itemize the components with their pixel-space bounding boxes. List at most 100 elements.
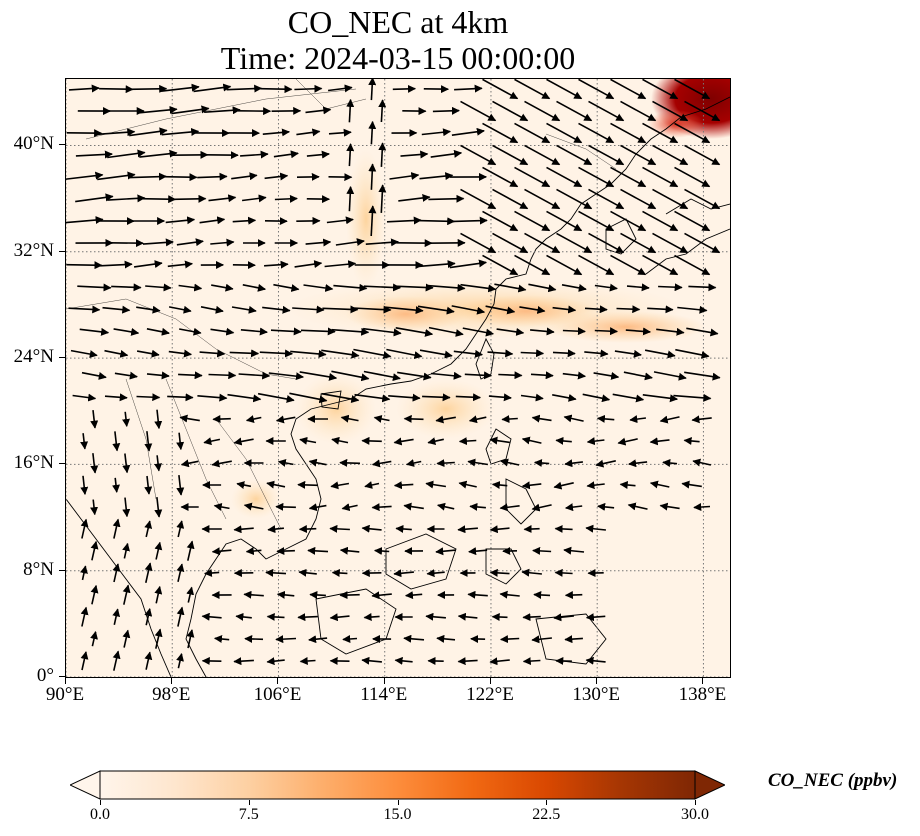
wind-arrow <box>226 84 263 93</box>
wind-arrow <box>346 98 355 123</box>
wind-arrow <box>305 238 332 247</box>
wind-arrow <box>674 122 711 144</box>
lon-tick-mark <box>702 678 704 684</box>
colorbar <box>70 770 725 800</box>
wind-arrow <box>658 283 683 292</box>
wind-arrow <box>363 327 402 337</box>
wind-arrow <box>243 502 264 511</box>
lon-tick-label: 106°E <box>253 684 302 705</box>
wind-arrow <box>524 144 561 166</box>
wind-arrow <box>530 371 554 380</box>
wind-arrow <box>428 194 465 203</box>
wind-arrow <box>322 305 359 314</box>
wind-arrow <box>556 100 593 122</box>
wind-arrow <box>266 480 286 489</box>
wind-arrow <box>578 210 615 232</box>
wind-arrow <box>245 415 262 423</box>
wind-arrow <box>308 503 327 512</box>
wind-arrow <box>586 481 605 490</box>
wind-arrow <box>467 590 488 599</box>
wind-arrow <box>233 657 254 666</box>
wind-arrow <box>514 122 551 144</box>
wind-arrow <box>77 283 112 292</box>
wind-arrow <box>561 283 587 292</box>
colorbar-tick-label: 30.0 <box>681 806 709 823</box>
wind-arrow <box>294 260 323 269</box>
wind-arrow <box>458 480 477 489</box>
wind-arrow <box>642 394 678 403</box>
lat-tick-mark <box>59 463 65 465</box>
wind-arrow <box>385 306 424 315</box>
wind-arrow <box>186 540 195 561</box>
wind-arrow <box>422 393 451 402</box>
wind-arrow <box>100 260 133 269</box>
wind-arrow <box>241 194 267 203</box>
wind-arrow <box>144 431 153 452</box>
wind-arrow <box>578 79 615 100</box>
wind-arrow <box>154 409 163 430</box>
wind-arrow <box>457 657 478 666</box>
lon-tick-label: 122°E <box>466 684 514 705</box>
wind-arrow <box>361 524 382 533</box>
wind-arrow <box>136 305 161 314</box>
wind-arrow <box>231 172 258 181</box>
wind-arrow <box>353 348 392 360</box>
wind-arrow <box>154 628 163 649</box>
wind-arrow <box>454 84 483 93</box>
wind-arrow <box>303 284 334 292</box>
wind-arrow <box>449 259 487 269</box>
wind-arrow <box>145 283 172 292</box>
wind-arrow <box>469 502 486 511</box>
wind-arrow <box>425 480 447 489</box>
wind-arrow <box>299 657 316 666</box>
wind-arrow <box>514 79 551 100</box>
wind-arrow <box>649 437 670 446</box>
wind-arrow <box>563 414 584 423</box>
wind-arrow <box>330 481 350 490</box>
wind-arrow <box>492 144 529 166</box>
colorbar-extend-min <box>70 770 101 800</box>
wind-arrow <box>154 455 163 472</box>
wind-arrow <box>501 415 518 424</box>
wind-arrow <box>139 105 178 114</box>
wind-arrow <box>386 348 423 360</box>
wind-arrow <box>562 371 586 380</box>
wind-arrow <box>122 584 131 605</box>
wind-arrow <box>264 260 289 269</box>
wind-arrow <box>642 166 679 188</box>
wind-arrow <box>578 254 615 276</box>
wind-arrow <box>70 349 98 359</box>
wind-arrow <box>266 657 285 666</box>
wind-arrow <box>231 305 257 314</box>
wind-arrow <box>659 415 680 424</box>
wind-arrow <box>684 371 721 381</box>
wind-arrow <box>368 205 377 237</box>
wind-arrow <box>327 84 353 93</box>
map-subtitle-time: Time: 2024-03-15 00:00:00 <box>220 40 576 76</box>
wind-arrow <box>514 254 551 276</box>
wind-arrow <box>674 79 711 100</box>
lat-tick-label: 40°N <box>13 133 54 155</box>
concentration-field <box>231 79 730 519</box>
wind-arrow <box>436 459 455 468</box>
wind-arrow <box>243 590 264 599</box>
wind-arrow <box>68 305 101 314</box>
wind-arrow <box>178 283 203 292</box>
wind-arrow <box>594 283 618 292</box>
wind-arrow <box>398 193 431 202</box>
wind-arrow <box>619 480 636 489</box>
wind-arrow <box>331 436 349 445</box>
wind-arrow <box>395 524 412 533</box>
wind-arrow <box>90 453 99 474</box>
wind-arrow <box>214 635 230 643</box>
wind-arrow <box>339 546 360 555</box>
wind-arrow <box>136 393 161 402</box>
wind-arrow <box>482 210 519 232</box>
wind-arrow <box>176 653 184 669</box>
wind-arrow <box>146 371 170 380</box>
wind-arrow <box>595 459 616 468</box>
wind-arrow <box>265 568 287 577</box>
wind-arrow <box>392 84 416 93</box>
wind-arrow <box>562 327 586 336</box>
wind-arrow <box>564 591 583 600</box>
